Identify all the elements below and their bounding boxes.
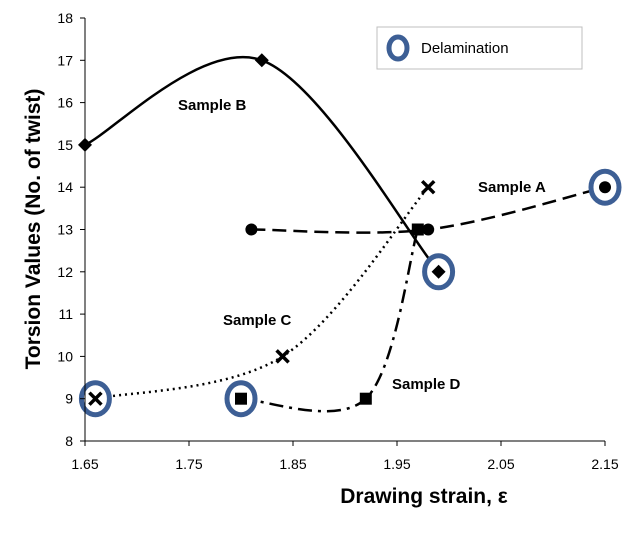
series-label-d: Sample D <box>392 376 461 393</box>
data-point <box>599 181 611 194</box>
data-point <box>235 392 247 405</box>
x-tick-label: 1.75 <box>175 456 202 472</box>
series-line-c <box>95 186 430 400</box>
data-point <box>422 223 435 236</box>
x-tick-label: 1.95 <box>383 456 410 472</box>
x-tick-label: 1.85 <box>279 456 306 472</box>
axis-ticks: 1.65 1.75 1.85 1.95 2.05 2.15 8 9 10 11 12 13 14 15 16… <box>57 10 618 472</box>
series-markers <box>78 53 611 406</box>
y-tick-label: 10 <box>57 348 73 364</box>
data-point <box>275 349 290 364</box>
data-point <box>359 392 372 405</box>
x-axis-title: Drawing strain, ε <box>340 485 508 508</box>
y-tick-label: 17 <box>57 52 73 68</box>
y-tick-label: 8 <box>65 433 73 449</box>
data-point <box>431 264 446 279</box>
data-point <box>254 53 269 68</box>
x-tick-label: 2.15 <box>591 456 618 472</box>
delamination-rings <box>78 168 622 418</box>
series-line-b <box>84 56 440 273</box>
series-label-a: Sample A <box>478 179 546 196</box>
legend-ring-icon <box>386 34 410 62</box>
legend: Delamination <box>376 26 583 70</box>
y-tick-label: 15 <box>57 137 73 153</box>
x-tick-label: 1.65 <box>71 456 98 472</box>
y-axis-title: Torsion Values (No. of twist) <box>22 89 45 370</box>
axes <box>84 18 605 442</box>
data-point <box>245 223 258 236</box>
data-point <box>88 391 103 406</box>
y-tick-label: 11 <box>58 306 73 322</box>
y-tick-label: 9 <box>65 391 73 407</box>
y-tick-label: 13 <box>57 222 73 238</box>
data-point <box>411 223 424 236</box>
y-tick-label: 14 <box>57 179 73 195</box>
data-point <box>420 179 436 195</box>
x-tick-label: 2.05 <box>487 456 514 472</box>
series-label-c: Sample C <box>223 312 292 329</box>
legend-label: Delamination <box>421 40 509 57</box>
y-tick-label: 18 <box>57 10 73 26</box>
y-tick-label: 12 <box>57 264 73 280</box>
series-label-b: Sample B <box>178 97 247 114</box>
series-curves <box>84 56 606 413</box>
y-tick-label: 16 <box>57 95 73 111</box>
legend-box <box>376 26 583 70</box>
